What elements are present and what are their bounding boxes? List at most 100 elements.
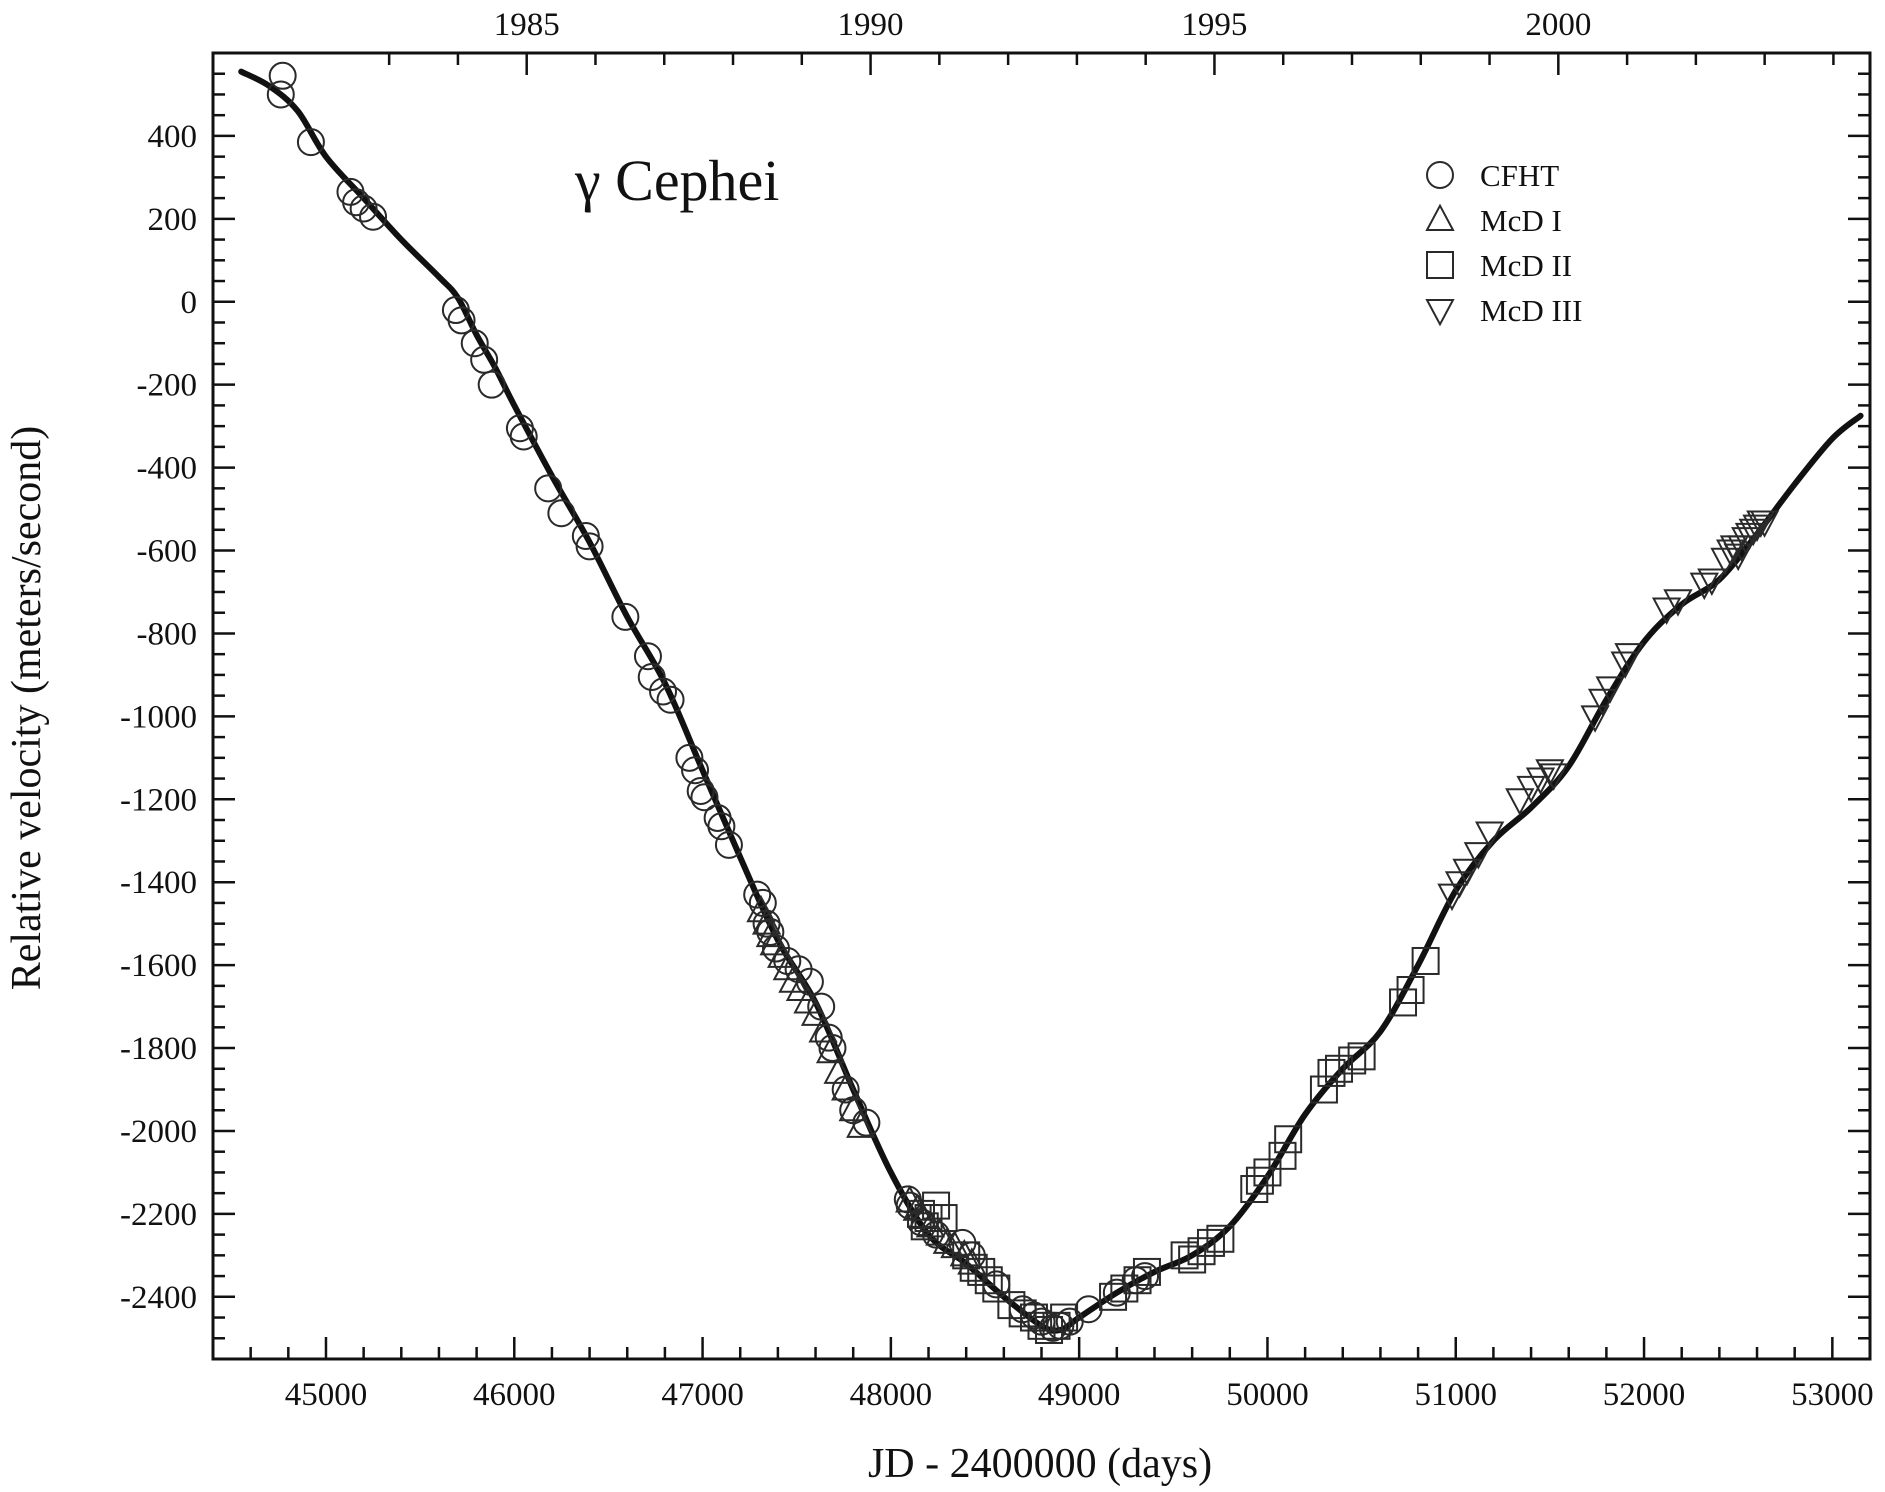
data-point-mcd-ii [1132, 1257, 1161, 1286]
data-point-cfht [477, 370, 506, 399]
data-point-mcd-i [785, 973, 816, 1002]
x-tick-label: 53000 [1791, 1377, 1874, 1413]
data-point-mcd-ii [1268, 1141, 1297, 1170]
top-tick-label: 1990 [838, 7, 904, 43]
data-point-cfht [690, 783, 719, 812]
top-tick-label: 1995 [1181, 7, 1247, 43]
data-point-mcd-i [831, 1073, 861, 1101]
data-point-mcd-ii [982, 1274, 1011, 1303]
top-tick-label: 2000 [1525, 7, 1591, 43]
data-point-mcd-ii [974, 1266, 1003, 1295]
data-point-mcd-iii [1505, 788, 1535, 816]
data-point-cfht [675, 743, 704, 772]
data-point-cfht [342, 188, 371, 217]
data-point-cfht [575, 532, 604, 561]
plot-border [211, 51, 1872, 1361]
data-point-mcd-iii [1587, 688, 1618, 717]
legend-marker-cfht [1426, 161, 1454, 189]
data-point-mcd-iii [1663, 589, 1693, 617]
tick-labels: 45000 46000 47000 48000 49000 50000 51000 52000… [120, 7, 1874, 1413]
data-point-cfht [714, 830, 743, 859]
data-point-mcd-i [932, 1226, 963, 1254]
data-point-mcd-iii [1535, 759, 1565, 787]
data-point-cfht [359, 202, 388, 231]
x-tick-label: 47000 [661, 1377, 744, 1413]
data-point-mcd-i [823, 1056, 853, 1084]
x-tick-label: 48000 [850, 1377, 933, 1413]
x-tick-label: 49000 [1038, 1377, 1121, 1413]
legend-label-cfht: CFHT [1480, 158, 1559, 193]
data-point-mcd-iii [1452, 858, 1482, 887]
data-point-mcd-iii [1580, 705, 1610, 733]
data-point-mcd-ii [1253, 1158, 1282, 1187]
data-point-mcd-ii [1099, 1282, 1128, 1311]
data-point-cfht [633, 642, 662, 671]
legend-marker-mcd-i [1425, 203, 1455, 232]
y-tick-label: -1600 [120, 948, 197, 984]
data-point-mcd-ii [1411, 946, 1440, 975]
top-tick-label: 1985 [494, 7, 560, 43]
legend-label-mcd-ii: McD II [1480, 248, 1572, 283]
data-point-mcd-ii [1178, 1245, 1207, 1274]
data-point-cfht [756, 917, 785, 946]
data-point-cfht [611, 602, 640, 631]
data-point-cfht [460, 329, 489, 358]
data-point-mcd-i [793, 986, 823, 1014]
data-point-cfht [534, 474, 563, 503]
data-point-mcd-iii [1742, 514, 1772, 543]
data-point-mcd-ii [1347, 1042, 1376, 1071]
data-point-mcd-iii [1463, 842, 1494, 870]
data-point-mcd-ii [1274, 1125, 1303, 1154]
data-point-mcd-ii [1027, 1311, 1056, 1340]
data-point-mcd-ii [967, 1257, 996, 1286]
y-tick-label: -600 [137, 534, 198, 570]
data-point-cfht [296, 128, 325, 157]
axis-ticks [211, 51, 1872, 1361]
y-axis-title: Relative velocity (meters/second) [4, 426, 50, 990]
plot-frame [211, 51, 1872, 1361]
y-tick-label: -800 [137, 616, 198, 652]
data-point-mcd-iii [1474, 821, 1505, 849]
data-point-mcd-i [800, 998, 831, 1026]
data-point-mcd-ii [1245, 1166, 1274, 1195]
data-point-cfht [656, 685, 685, 714]
x-tick-label: 50000 [1226, 1377, 1309, 1413]
x-tick-label: 51000 [1415, 1377, 1498, 1413]
data-point-cfht [349, 194, 378, 223]
data-point-mcd-ii [929, 1204, 958, 1233]
data-point-cfht [852, 1108, 881, 1137]
x-tick-label: 52000 [1603, 1377, 1686, 1413]
legend-marker-mcd-ii [1426, 251, 1454, 279]
legend: CFHT McD I McD II McD III [1425, 158, 1582, 328]
y-tick-label: -2400 [120, 1280, 197, 1316]
data-point-mcd-iii [1710, 547, 1740, 576]
y-tick-label: -200 [137, 368, 198, 404]
y-tick-label: -1000 [120, 699, 197, 735]
legend-marker-mcd-iii [1425, 298, 1455, 327]
data-point-mcd-ii [1396, 976, 1425, 1005]
data-point-mcd-iii [1697, 568, 1727, 596]
fit-curve-layer [238, 68, 1864, 1334]
data-point-mcd-iii [1444, 871, 1475, 899]
data-point-mcd-iii [1614, 643, 1644, 671]
data-point-cfht [637, 662, 666, 691]
x-axis-title: JD - 2400000 (days) [868, 1441, 1212, 1487]
y-tick-label: 400 [148, 119, 198, 155]
y-tick-label: -2200 [120, 1197, 197, 1233]
data-point-mcd-iii [1689, 572, 1719, 601]
y-tick-label: 200 [148, 202, 198, 238]
data-point-cfht [707, 812, 736, 841]
data-point-mcd-ii [1050, 1303, 1079, 1332]
data-point-mcd-i [808, 1015, 838, 1043]
data-point-mcd-i [846, 1110, 876, 1138]
data-point-mcd-iii [1651, 597, 1682, 625]
x-tick-label: 46000 [473, 1377, 556, 1413]
data-point-mcd-ii [1206, 1224, 1235, 1253]
y-tick-label: 0 [181, 285, 198, 321]
y-tick-label: -400 [137, 451, 198, 487]
data-point-mcd-i [815, 1035, 846, 1064]
data-point-mcd-ii [1123, 1266, 1152, 1295]
legend-label-mcd-iii: McD III [1480, 293, 1582, 328]
